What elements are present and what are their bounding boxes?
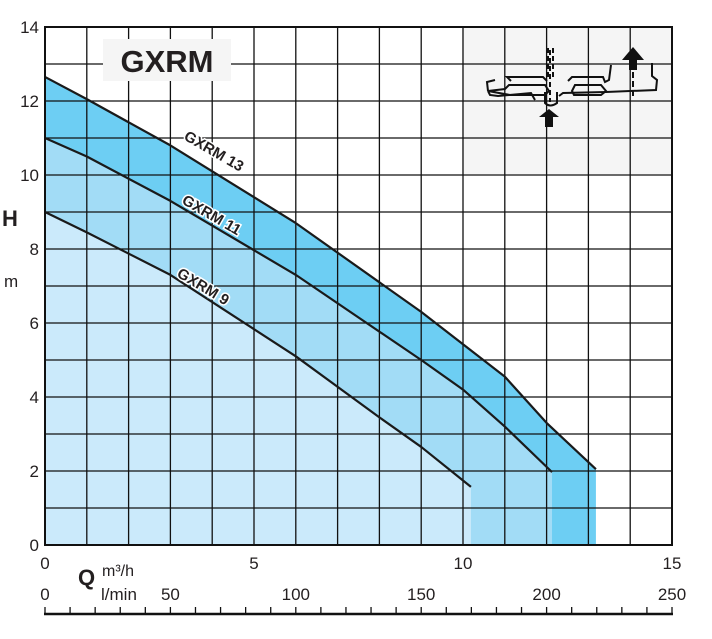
- y-axis-label: H: [2, 206, 18, 231]
- x-tick-label: 15: [663, 554, 682, 573]
- y-tick-label: 6: [30, 314, 39, 333]
- secondary-x-tick-label: 250: [658, 585, 686, 604]
- title-box: [103, 39, 231, 81]
- x-axis-unit-primary: m³/h: [102, 563, 134, 580]
- y-tick-label: 2: [30, 462, 39, 481]
- secondary-x-tick-label: 100: [282, 585, 310, 604]
- curve-gxrm-13: [44, 75, 597, 470]
- x-axis-unit-secondary: l/min: [101, 585, 137, 604]
- fill-area-gxrm-9: [45, 212, 471, 545]
- curve-gxrm-11: [44, 136, 553, 473]
- y-axis-unit: m: [4, 272, 18, 291]
- y-tick-label: 14: [20, 18, 39, 37]
- plot-frame: [44, 26, 673, 546]
- grid-lines: [45, 27, 672, 545]
- y-tick-labels: 0 2 4 6 8 10 12 14: [20, 18, 39, 555]
- x-tick-label: 0: [40, 554, 49, 573]
- x-tick-label: 5: [249, 554, 258, 573]
- curve-gxrm-9: [44, 211, 472, 488]
- secondary-x-tick-label: 150: [407, 585, 435, 604]
- secondary-x-tick-label: 0: [40, 585, 49, 604]
- outlet-arrow-icon: [622, 47, 644, 70]
- secondary-x-tick-label: 200: [532, 585, 560, 604]
- secondary-x-tick-label: 50: [161, 585, 180, 604]
- x-axis-label: Q: [78, 565, 95, 590]
- y-tick-label: 12: [20, 92, 39, 111]
- secondary-x-axis: 0 50 100 150 200 250: [40, 585, 686, 616]
- inlet-arrow-icon: [539, 109, 559, 127]
- y-tick-label: 10: [20, 166, 39, 185]
- y-tick-label: 8: [30, 240, 39, 259]
- y-tick-label: 0: [30, 536, 39, 555]
- y-tick-label: 4: [30, 388, 39, 407]
- chart-title: GXRM: [121, 44, 214, 79]
- x-tick-labels: 0 5 10 15: [40, 554, 681, 573]
- x-tick-label: 10: [454, 554, 473, 573]
- curve-lines: [44, 75, 597, 488]
- curve-fill-areas: [45, 76, 596, 545]
